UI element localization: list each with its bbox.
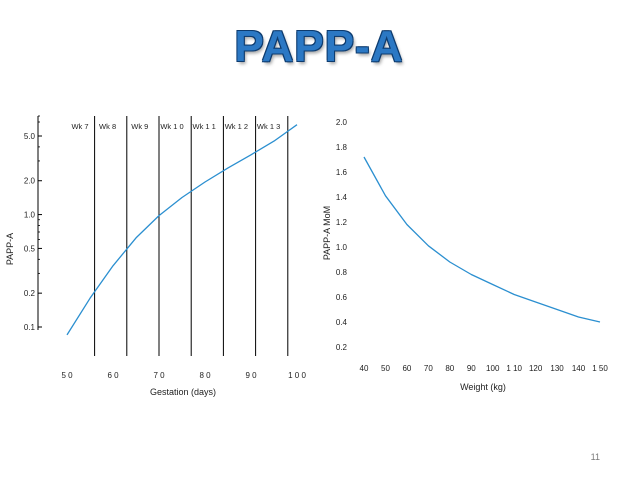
y-tick-label: 2.0	[24, 177, 36, 186]
week-label: Wk 1 2	[225, 122, 248, 131]
x-tick-label: 9 0	[245, 371, 257, 380]
x-tick-label: 40	[360, 364, 369, 373]
right-series	[363, 156, 601, 323]
y-axis-label: PAPP-A	[5, 233, 15, 265]
left-axes: 0.1 0.2 0.5 1.0 2.0 5.0 5 0 6 0 7 0 8 0 9 0 1 0 0	[24, 115, 306, 380]
x-axis-label: Gestation (days)	[150, 387, 216, 397]
x-tick-label: 80	[445, 364, 454, 373]
x-tick-label: 50	[381, 364, 390, 373]
x-tick-label: 130	[550, 364, 564, 373]
week-label: Wk 8	[99, 122, 116, 131]
y-tick-label: 1.0	[24, 211, 36, 220]
x-tick-label: 120	[529, 364, 543, 373]
y-tick-label: 0.5	[24, 244, 36, 253]
week-label: Wk 7	[71, 122, 88, 131]
x-tick-label: 100	[486, 364, 500, 373]
left-series	[66, 124, 298, 336]
week-label: Wk 9	[131, 122, 148, 131]
y-tick-label: 5.0	[24, 132, 36, 141]
y-tick-label: 0.8	[336, 268, 348, 277]
x-tick-label: 1 0 0	[288, 371, 306, 380]
x-tick-label: 8 0	[199, 371, 211, 380]
x-axis-label: Weight (kg)	[460, 382, 506, 392]
y-tick-label: 1.0	[336, 243, 348, 252]
x-tick-label: 6 0	[107, 371, 119, 380]
x-tick-label: 90	[467, 364, 476, 373]
y-tick-label: 0.4	[336, 318, 348, 327]
week-label: Wk 1 0	[160, 122, 183, 131]
x-tick-label: 7 0	[153, 371, 165, 380]
y-tick-label: 1.4	[336, 193, 348, 202]
x-tick-label: 1 50	[592, 364, 608, 373]
series-line	[66, 124, 298, 336]
x-tick-label: 60	[402, 364, 411, 373]
y-axis-label: PAPP-A MoM	[322, 206, 332, 260]
page-number: 11	[590, 452, 600, 462]
week-label: Wk 1 3	[257, 122, 280, 131]
y-tick-label: 0.6	[336, 293, 348, 302]
y-tick-label: 1.2	[336, 218, 348, 227]
right-axes: 0.2 0.4 0.6 0.8 1.0 1.2 1.4 1.6 1.8 2.0 40 50 60 70 80…	[336, 118, 608, 373]
week-label: Wk 1 1	[193, 122, 216, 131]
y-tick-label: 1.8	[336, 143, 348, 152]
y-tick-label: 0.2	[336, 343, 348, 352]
week-markers: Wk 7 Wk 8 Wk 9 Wk 1 0 Wk 1 1 Wk 1 2 Wk 1 3	[71, 116, 289, 356]
x-tick-label: 1 10	[506, 364, 522, 373]
y-tick-label: 0.2	[24, 289, 36, 298]
y-tick-label: 0.1	[24, 323, 36, 332]
slide-title: PAPP-A	[234, 22, 404, 71]
x-tick-label: 5 0	[61, 371, 73, 380]
x-tick-label: 70	[424, 364, 433, 373]
y-tick-label: 2.0	[336, 118, 348, 127]
y-tick-label: 1.6	[336, 168, 348, 177]
series-line	[363, 156, 601, 323]
x-tick-label: 140	[572, 364, 586, 373]
